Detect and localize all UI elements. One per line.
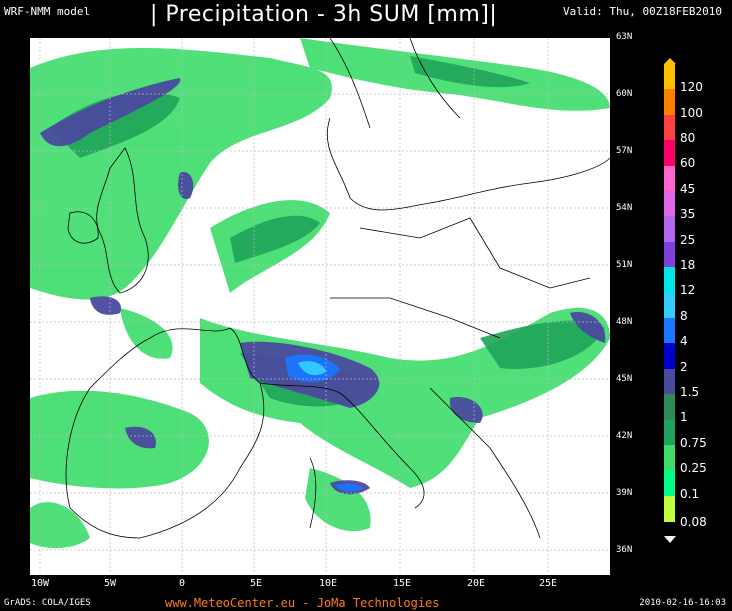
lat-label: 57N [616, 146, 633, 156]
legend-swatch [664, 292, 675, 319]
lat-label: 51N [616, 260, 633, 270]
coastlines [65, 38, 610, 539]
legend-label: 2 [680, 360, 688, 374]
legend-swatch [664, 89, 675, 116]
lat-label: 48N [616, 317, 633, 327]
footer-site-link[interactable]: www.MeteoCenter.eu - JoMa Technologies [165, 596, 440, 610]
legend-colorbar [664, 58, 676, 543]
lon-label: 20E [466, 578, 486, 589]
lon-label: 5W [103, 578, 117, 589]
lat-label: 42N [616, 431, 633, 441]
legend-bottom-arrow [664, 536, 676, 543]
legend-label: 12 [680, 283, 696, 297]
legend-swatch [664, 241, 675, 268]
lon-label: 25E [538, 578, 558, 589]
lat-label: 45N [616, 374, 633, 384]
footer-grads: GrADS: COLA/IGES [4, 598, 91, 608]
legend-swatch [664, 343, 675, 370]
legend-label: 120 [680, 80, 703, 94]
legend-swatch [664, 114, 675, 141]
legend-label: 100 [680, 106, 703, 120]
valid-time: Valid: Thu, 00Z18FEB2010 [563, 5, 722, 18]
legend-label: 0.25 [680, 461, 707, 475]
legend-label: 45 [680, 182, 696, 196]
precip-max-areas [298, 361, 326, 376]
legend-swatch [664, 140, 675, 167]
legend-label: 8 [680, 309, 688, 323]
map-canvas [30, 38, 610, 575]
graticule [30, 38, 610, 575]
map-title: | Precipitation - 3h SUM [mm]| [150, 2, 498, 27]
legend-label: 18 [680, 258, 696, 272]
legend-label: 4 [680, 334, 688, 348]
legend-swatch [664, 318, 675, 344]
legend-label: 80 [680, 131, 696, 145]
legend-swatch [664, 368, 675, 395]
lat-label: 39N [616, 488, 633, 498]
legend-label: 0.08 [680, 515, 707, 529]
lat-label: 36N [616, 545, 633, 555]
lat-label: 54N [616, 203, 633, 213]
precipitation-map [30, 38, 610, 575]
legend-label: 25 [680, 233, 696, 247]
legend-top-arrow [664, 58, 676, 64]
legend-label: 35 [680, 207, 696, 221]
footer-timestamp: 2010-02-16-16:03 [639, 598, 726, 608]
lon-label: 0 [178, 578, 186, 589]
lon-label: 15E [392, 578, 412, 589]
legend-swatch [664, 445, 675, 471]
legend-label: 60 [680, 156, 696, 170]
lat-label: 60N [616, 89, 633, 99]
legend-label: 0.75 [680, 436, 707, 450]
lat-label: 63N [616, 32, 633, 42]
legend-swatch [664, 394, 675, 421]
legend-label: 1.5 [680, 385, 700, 399]
lon-label: 5E [249, 578, 263, 589]
legend-label: 1 [680, 410, 688, 424]
legend-label: 0.1 [680, 487, 700, 501]
legend-swatch [664, 191, 675, 217]
legend-swatch [664, 419, 675, 446]
lon-label: 10W [30, 578, 50, 589]
lon-label: 10E [318, 578, 338, 589]
legend-swatch [664, 267, 675, 294]
legend-swatch [664, 495, 675, 522]
legend-swatch [664, 216, 675, 243]
legend-swatch [664, 165, 675, 192]
model-label: WRF-NMM model [4, 5, 91, 18]
legend-swatch [664, 64, 675, 90]
legend-swatch [664, 470, 675, 497]
